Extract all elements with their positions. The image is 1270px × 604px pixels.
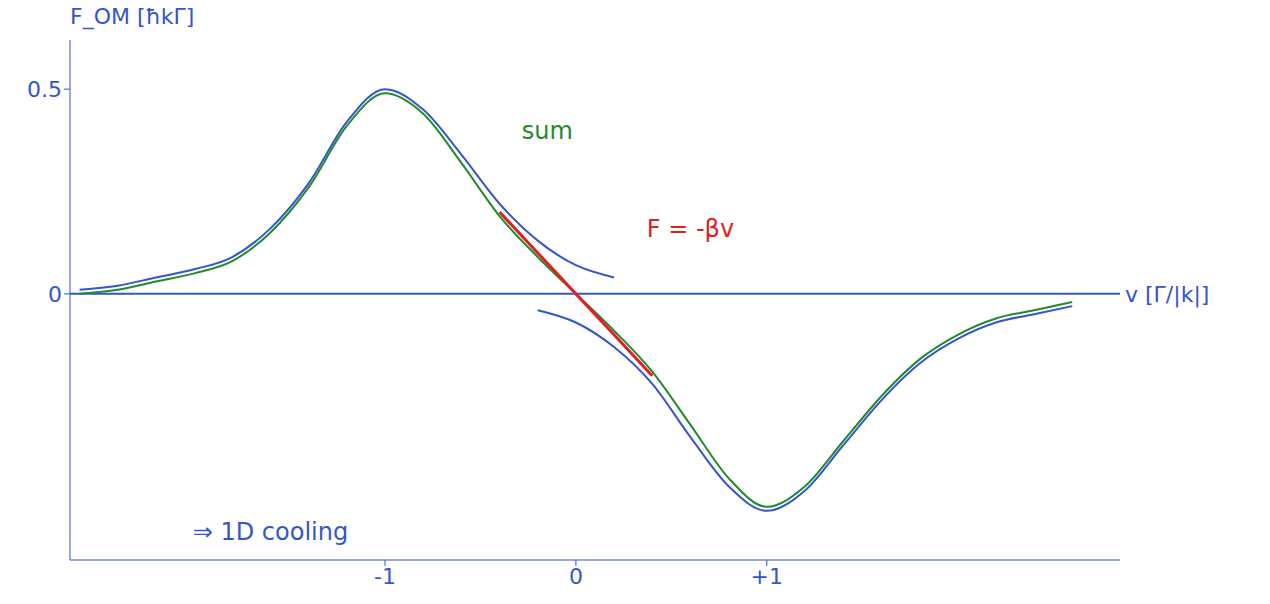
svg-text:0: 0 (48, 282, 62, 307)
svg-text:⇒ 1D cooling: ⇒ 1D cooling (193, 518, 348, 546)
svg-text:sum: sum (522, 117, 573, 145)
svg-text:v [Γ/|k|]: v [Γ/|k|] (1125, 282, 1209, 308)
svg-text:0.5: 0.5 (27, 77, 62, 102)
svg-text:-1: -1 (374, 564, 396, 589)
svg-text:+1: +1 (751, 564, 783, 589)
svg-text:0: 0 (569, 564, 583, 589)
svg-text:F = -βv: F = -βv (647, 215, 734, 243)
html-text:F_OM [ħkΓ]: F_OM [ħkΓ] (70, 4, 195, 29)
